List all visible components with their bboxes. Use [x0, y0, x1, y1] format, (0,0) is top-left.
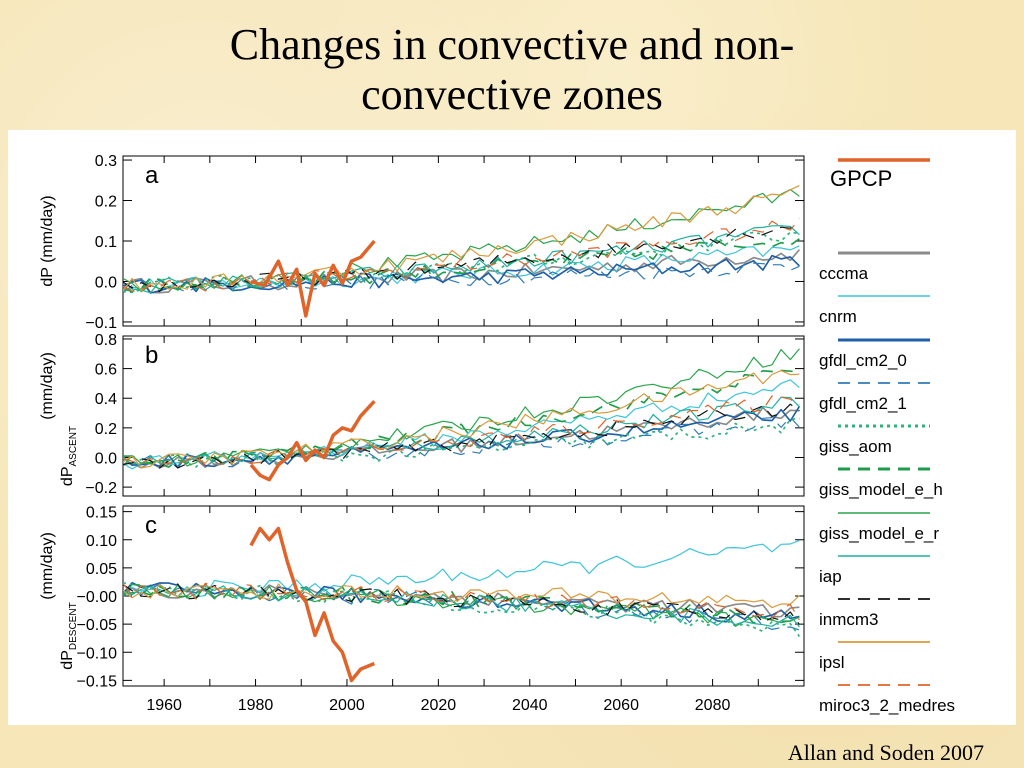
y-tick-label: −0.00 — [77, 589, 118, 606]
legend: GPCP cccma cnrm gfdl_cm2_0 gfdl_cm2_1 giss_ao… — [819, 158, 955, 715]
series-line-miroc3_2_medres — [123, 395, 800, 466]
line-chart-figure: −0.1 0.0 0.1 0.2 0.3 a dP (mm/day) −0.2 0.0 0.2 0.… — [39, 153, 955, 715]
series-line-giss_model_e_r — [123, 348, 800, 467]
y-tick-label: 0.4 — [95, 391, 117, 408]
legend-label-cccma: cccma — [819, 264, 869, 283]
y-tick-label: 0.1 — [95, 234, 117, 251]
figure-panel: −0.1 0.0 0.1 0.2 0.3 a dP (mm/day) −0.2 0.0 0.2 0.… — [8, 130, 1016, 725]
series-line-GPCP — [249, 526, 376, 683]
legend-label-ipsl: ipsl — [819, 653, 845, 672]
x-tick-label: 2000 — [329, 697, 365, 714]
panel-b-series — [123, 348, 801, 482]
x-tick-label: 2080 — [695, 697, 731, 714]
series-line-giss_model_e_h — [123, 238, 800, 293]
panel-b-frame — [122, 335, 805, 497]
panel-letter: b — [145, 342, 158, 369]
y-tick-label: 0.3 — [95, 153, 117, 170]
series-line-cccma — [123, 249, 801, 294]
legend-label-gfdl_cm2_0: gfdl_cm2_0 — [819, 351, 907, 370]
y-tick-label: −0.10 — [77, 645, 118, 662]
series-line-cnrm — [123, 540, 800, 598]
y-tick-label: 0.2 — [95, 421, 117, 438]
x-tick-label: 1980 — [238, 697, 274, 714]
panel-c: −0.15 −0.10 −0.05 −0.00 0.05 0.10 0.15 c (mm/day… — [39, 505, 805, 690]
y-tick-label: −0.15 — [77, 673, 118, 690]
series-line-inmcm3 — [123, 583, 800, 625]
y-axis-label: dP (mm/day) — [39, 195, 56, 286]
y-axis-sublabel: dPASCENT — [59, 426, 79, 486]
series-line-cccma — [123, 406, 800, 469]
x-tick-label: 2040 — [512, 697, 548, 714]
series-line-giss_aom — [123, 417, 800, 468]
series-line-ipsl — [123, 370, 800, 469]
y-tick-label: 0.15 — [86, 505, 117, 522]
panel-a-frame — [122, 155, 805, 327]
panel-letter: c — [145, 512, 157, 539]
series-line-gfdl_cm2_1 — [123, 416, 800, 468]
series-line-giss_aom — [123, 581, 801, 637]
legend-label-giss_model_e_h: giss_model_e_h — [819, 480, 943, 499]
y-tick-label: −0.1 — [85, 315, 117, 332]
series-line-giss_model_e_h — [123, 584, 800, 625]
legend-label-giss_model_e_r: giss_model_e_r — [819, 524, 939, 543]
x-tick-label: 2020 — [421, 697, 457, 714]
series-line-giss_model_e_h — [123, 369, 800, 468]
series-line-GPCP — [249, 400, 376, 482]
y-axis-label: (mm/day) — [39, 352, 56, 420]
series-line-ipsl — [123, 583, 800, 609]
panel-a-series — [123, 185, 801, 318]
series-line-gfdl_cm2_1 — [123, 583, 800, 631]
y-tick-label: 0.0 — [95, 274, 117, 291]
panel-c-series — [123, 526, 801, 683]
legend-label-GPCP: GPCP — [830, 166, 892, 191]
series-line-GPCP — [250, 239, 376, 318]
series-line-iap — [123, 585, 800, 628]
y-axis-label: (mm/day) — [39, 532, 56, 600]
legend-label-iap: iap — [819, 567, 842, 586]
legend-label-cnrm: cnrm — [819, 307, 857, 326]
legend-label-giss_aom: giss_aom — [819, 437, 892, 456]
y-tick-label: −0.05 — [77, 617, 118, 634]
y-tick-label: 0.05 — [86, 561, 117, 578]
series-line-miroc3_2_medres — [123, 582, 800, 621]
title-line-2: convective zones — [361, 70, 663, 119]
y-tick-label: 0.8 — [95, 332, 117, 349]
panel-letter: a — [145, 162, 159, 189]
y-tick-label: 0.0 — [95, 450, 117, 467]
y-tick-label: 0.10 — [86, 533, 117, 550]
series-line-gfdl_cm2_0 — [123, 254, 800, 294]
title-line-1: Changes in convective and non- — [229, 20, 795, 69]
citation: Allan and Soden 2007 — [787, 740, 984, 765]
legend-label-gfdl_cm2_1: gfdl_cm2_1 — [819, 394, 907, 413]
legend-label-miroc3_2_medres: miroc3_2_medres — [819, 696, 955, 715]
slide-title: Changes in convective and non- convectiv… — [0, 20, 1024, 120]
y-tick-label: 0.2 — [95, 194, 117, 211]
series-line-miroc3_2_medres — [123, 218, 800, 292]
panel-b: −0.2 0.0 0.2 0.4 0.6 0.8 b (mm/day)dPASCENT — [39, 332, 805, 497]
series-line-gfdl_cm2_1 — [123, 262, 800, 294]
legend-label-inmcm3: inmcm3 — [819, 610, 879, 629]
x-tick-label: 2060 — [603, 697, 639, 714]
y-axis-sublabel: dPDESCENT — [59, 602, 79, 669]
series-line-inmcm3 — [123, 224, 800, 293]
x-tick-label: 1960 — [146, 697, 182, 714]
y-tick-label: 0.6 — [95, 362, 117, 379]
panel-a: −0.1 0.0 0.1 0.2 0.3 a dP (mm/day) — [39, 153, 805, 332]
y-tick-label: −0.2 — [85, 480, 117, 497]
